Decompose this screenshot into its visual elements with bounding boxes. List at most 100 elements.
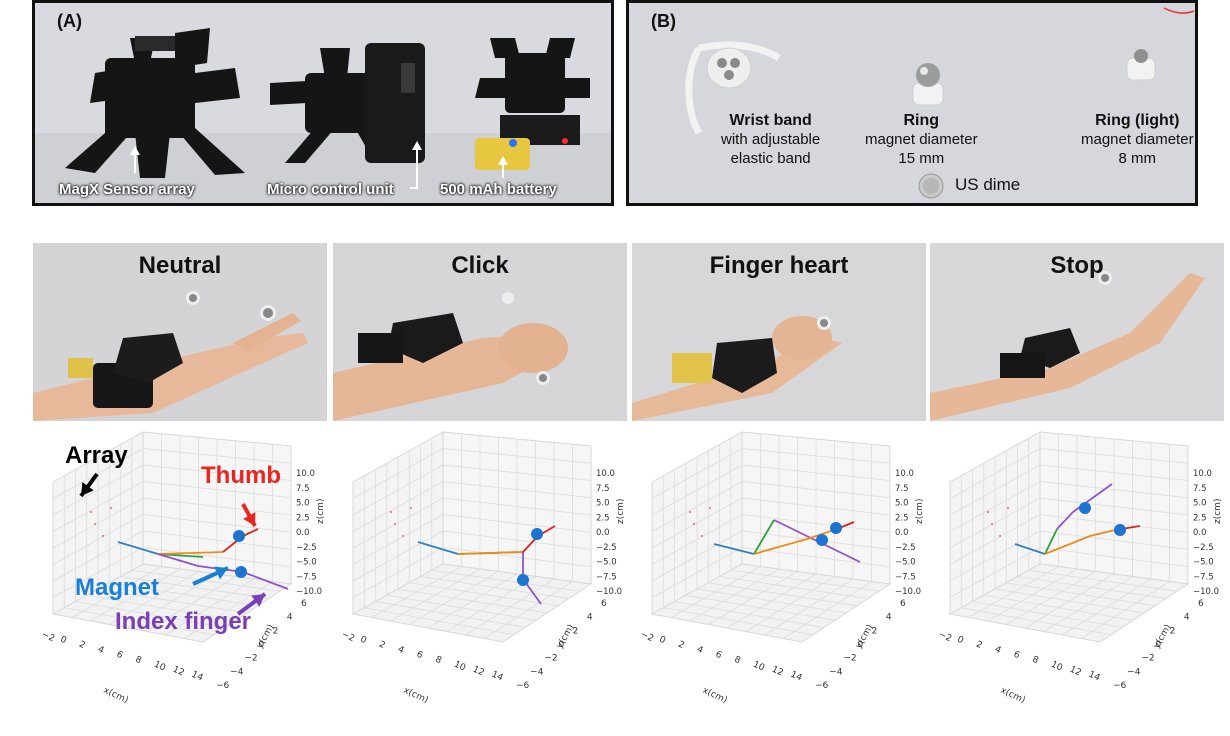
thumb-arrow: [243, 512, 256, 526]
plot-gridline: [352, 514, 444, 565]
annotation-thumb: Thumb: [201, 462, 281, 489]
y-tick-label: −6: [815, 681, 829, 691]
y-tick-label: −2: [1141, 654, 1154, 664]
skeleton-line-orange: [753, 528, 838, 555]
x-tick-label: −2: [639, 630, 655, 645]
plot-gridline: [397, 588, 548, 614]
plot-gridline: [1081, 581, 1170, 639]
z-tick-label: 10.0: [895, 469, 914, 479]
x-tick-label: 10: [452, 660, 467, 674]
plot-array-point: [102, 535, 104, 537]
plot-array-point: [394, 523, 396, 525]
plot-gridline: [442, 514, 592, 533]
y-tick-label: −2: [843, 654, 856, 664]
plot-array-point: [1007, 507, 1009, 509]
x-tick-label: 4: [993, 645, 1003, 657]
y-tick-label: 2: [573, 626, 579, 636]
y-tick-label: −4: [530, 667, 544, 677]
x-tick-label: 2: [77, 640, 86, 651]
plot-click: −2 0 2 4 6 8 10 12 14 6 4 2 0 −2 −4 −6 10.0 7.5 5.0 2.5 0.0−…: [333, 424, 627, 714]
caption-ring-title: Ring: [903, 112, 940, 129]
caption-ring-light-title: Ring (light): [1095, 112, 1180, 129]
hand-photo-click: [333, 243, 627, 421]
x-tick-label: 4: [96, 645, 106, 657]
plot-gridline: [420, 576, 570, 599]
y-tick-label: 2: [1170, 626, 1176, 636]
x-axis-label: x(cm): [701, 686, 729, 706]
gesture-photo-stop: Stop: [930, 243, 1224, 421]
y-tick-label: 6: [301, 599, 307, 609]
gesture-photo-neutral: Neutral: [33, 243, 327, 421]
x-axis-label: x(cm): [402, 686, 430, 706]
gesture-title-neutral: Neutral: [138, 252, 222, 279]
skeleton-line-green: [753, 519, 775, 555]
magnet-point: [517, 574, 529, 586]
y-axis-label: y(cm): [1152, 623, 1174, 651]
z-tick-label: −2.5: [1193, 543, 1214, 553]
plot-gridline: [1039, 530, 1189, 550]
plot-gridline: [184, 581, 273, 639]
z-tick-label: 5.0: [1193, 499, 1207, 509]
caption-ring-line1: magnet diameter: [865, 131, 978, 148]
z-tick-label: −7.5: [895, 572, 916, 582]
panel-a: (A) MagX Sensor array Micro control unit…: [32, 0, 614, 206]
panel-b: (B) Wrist band with adjustable elastic b…: [626, 0, 1198, 206]
x-axis-label: x(cm): [102, 686, 130, 706]
plot-gridline: [131, 569, 281, 592]
plot-gridline: [142, 547, 292, 568]
plot-gridline: [465, 578, 555, 636]
ring-15mm-illustration: [912, 63, 944, 106]
plot-gridline: [52, 530, 144, 582]
x-tick-label: 12: [471, 665, 486, 679]
x-tick-label: −2: [40, 630, 56, 645]
z-tick-label: −5.0: [1193, 558, 1214, 568]
x-tick-label: 8: [133, 655, 143, 667]
plot-array-point: [701, 535, 703, 537]
x-tick-label: 10: [152, 660, 167, 674]
z-tick-label: −7.5: [296, 572, 317, 582]
y-tick-label: 4: [287, 613, 293, 623]
plot-gridline: [431, 569, 581, 592]
x-tick-label: 2: [974, 640, 983, 651]
hand-photo-neutral: [33, 243, 327, 421]
magnet-point: [830, 522, 842, 534]
y-tick-label: 0: [858, 640, 864, 650]
plot-gridline: [97, 588, 248, 614]
plot-gridline: [1039, 514, 1189, 533]
array-arrow: [81, 482, 94, 496]
plot-finger-heart: −2 0 2 4 6 8 10 12 14 6 4 2 0 −2 −4 −6 10.0 7.5 5.0 2.5 0.0−…: [632, 424, 926, 714]
y-tick-label: 6: [1198, 599, 1204, 609]
z-tick-label: 7.5: [296, 484, 310, 494]
plot-gridline: [142, 530, 292, 550]
plot-svg-neutral: −2 0 2 4 6 8 10 12 146420−2−4−610.07.55.02.50.0−…: [40, 431, 326, 706]
z-tick-label: 5.0: [596, 499, 610, 509]
x-tick-label: 12: [770, 665, 785, 679]
plot-array-point: [410, 507, 412, 509]
z-tick-label: 7.5: [596, 484, 610, 494]
z-tick-label: −2.5: [596, 543, 617, 553]
skeleton-line-blue: [417, 541, 459, 555]
plot-array-point: [987, 511, 989, 513]
plot-gridline: [949, 530, 1041, 582]
x-tick-label: 4: [695, 645, 705, 657]
x-tick-label: −2: [937, 630, 953, 645]
plot-gridline: [52, 514, 144, 565]
magnet-point: [531, 528, 543, 540]
sensor-array-board-3: [475, 38, 590, 113]
z-tick-label: 2.5: [895, 513, 909, 523]
plot-gridline: [783, 581, 872, 639]
y-tick-label: −4: [829, 667, 843, 677]
caption-wrist-band-line1: with adjustable: [721, 131, 821, 148]
x-tick-label: 4: [396, 645, 406, 657]
wrist-band-illustration: [685, 41, 781, 135]
plot-gridline: [484, 581, 573, 639]
plot-gridline: [1017, 576, 1167, 599]
plot-array-point: [90, 511, 92, 513]
x-tick-label: 6: [415, 650, 425, 662]
magnet-point: [1114, 524, 1126, 536]
magnet-point: [1079, 502, 1091, 514]
gesture-photo-finger-heart: Finger heart: [632, 243, 926, 421]
caption-ring: Ring magnet diameter 15 mm: [865, 111, 978, 168]
plot-array-point: [402, 535, 404, 537]
panel-a-photo: [35, 3, 611, 203]
